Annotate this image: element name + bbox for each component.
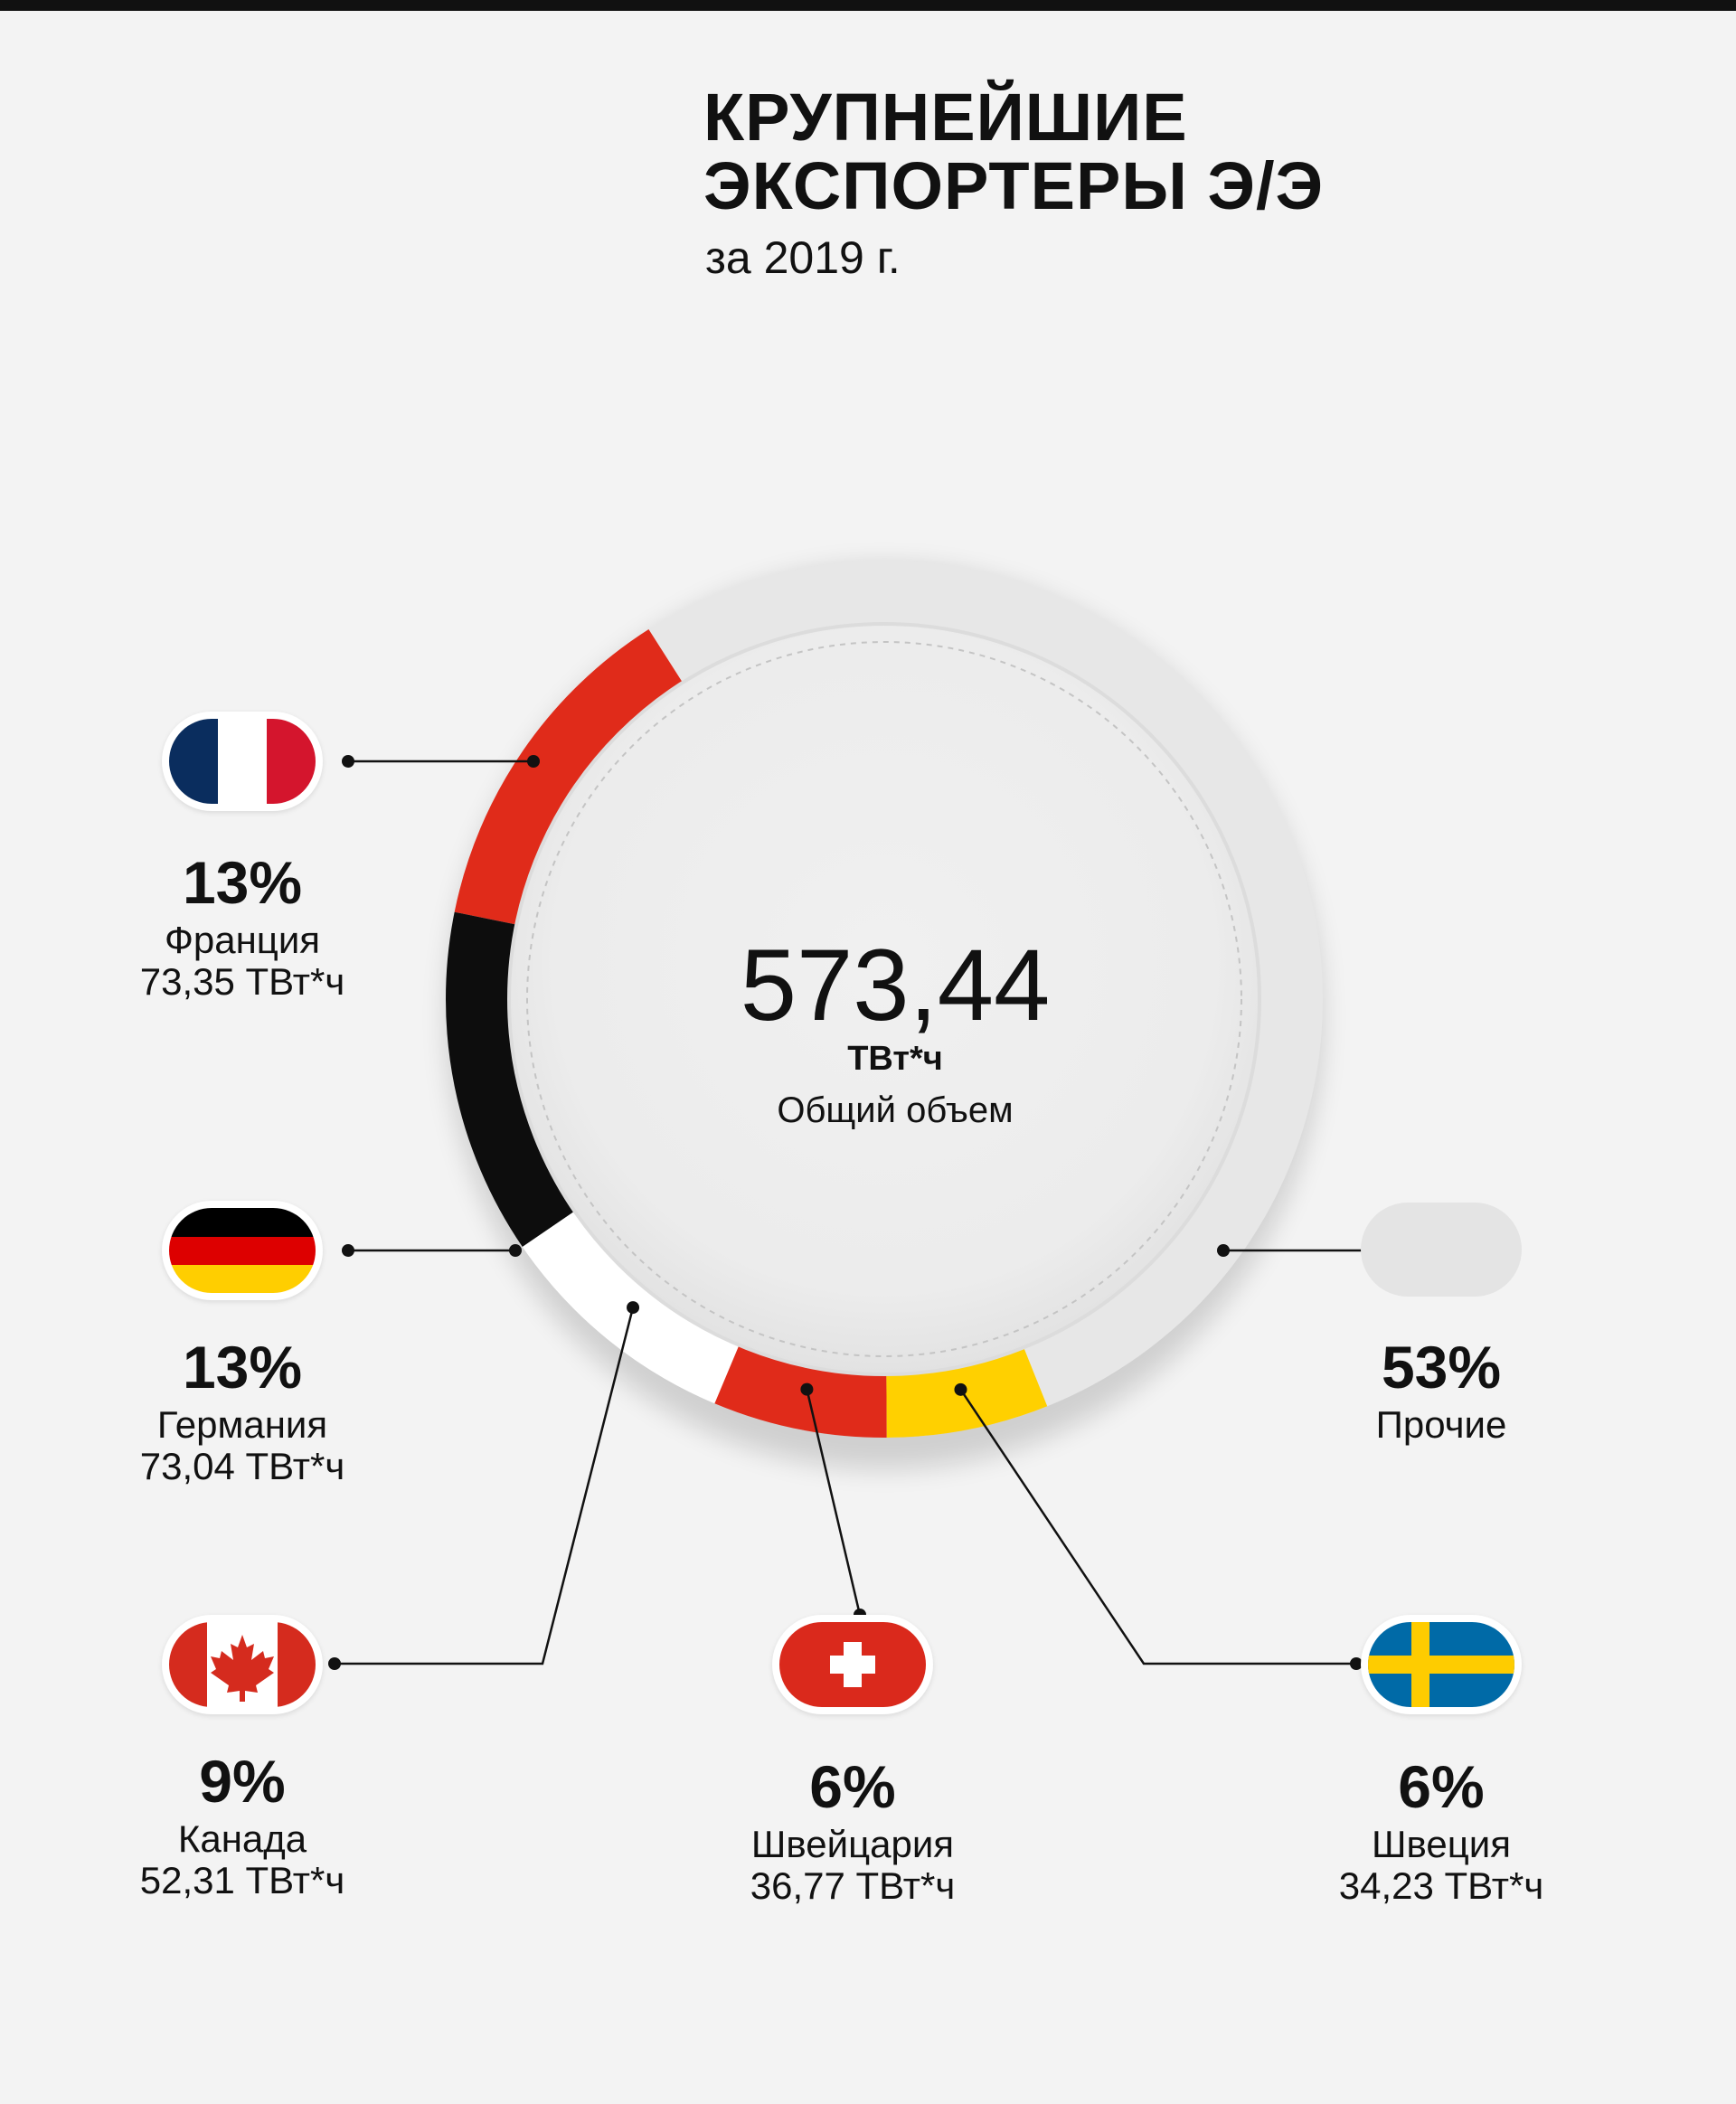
subtitle: за 2019 г.: [705, 232, 901, 283]
france-name: Франция: [164, 918, 321, 961]
segment-france: [454, 628, 691, 928]
leader-others-start-dot: [1217, 1244, 1230, 1257]
leader-france-start-dot: [527, 755, 540, 768]
leader-france-end-dot: [342, 755, 354, 768]
germany-name: Германия: [156, 1402, 328, 1446]
inner-disc: [507, 622, 1261, 1376]
others-percent: 53%: [1381, 1334, 1502, 1401]
title-line-1: КРУПНЕЙШИЕ: [703, 80, 1188, 155]
france-value: 73,35 ТВт*ч: [139, 959, 345, 1003]
germany-value: 73,04 ТВт*ч: [139, 1444, 345, 1487]
leader-canada: [335, 1307, 635, 1665]
sweden-flag-icon: [1361, 1615, 1522, 1714]
leader-switzerland: [806, 1389, 862, 1616]
label-germany: 13% Германия 73,04 ТВт*ч: [80, 1335, 405, 1487]
inner-dashed-ring: [526, 641, 1242, 1357]
switzerland-percent: 6%: [809, 1753, 896, 1820]
total-label: Общий объем: [777, 1090, 1014, 1130]
sweden-value: 34,23 ТВт*ч: [1338, 1863, 1544, 1907]
leader-sweden-end-dot: [1350, 1657, 1363, 1670]
switzerland-flag-icon: [772, 1615, 933, 1714]
leader-switzerland-start-dot: [800, 1382, 814, 1396]
france-flag-icon: [162, 712, 323, 811]
leader-sweden: [959, 1389, 1356, 1665]
leader-canada-start-dot: [627, 1301, 640, 1315]
top-bar: [0, 0, 1736, 11]
canada-flag-icon: [162, 1615, 323, 1714]
leader-germany-start-dot: [509, 1244, 522, 1257]
leader-sweden-start-dot: [954, 1382, 967, 1396]
leader-canada-end-dot: [328, 1657, 341, 1670]
title-line-2: ЭКСПОРТЕРЫ Э/Э: [703, 148, 1325, 223]
label-canada: 9% Канада 52,31 ТВт*ч: [80, 1749, 405, 1901]
label-france: 13% Франция 73,35 ТВт*ч: [80, 850, 405, 1003]
germany-flag-icon: [162, 1201, 323, 1300]
canada-name: Канада: [177, 1816, 307, 1860]
page-title: КРУПНЕЙШИЕ ЭКСПОРТЕРЫ Э/Э: [703, 83, 1324, 221]
others-placeholder-icon: [1361, 1203, 1522, 1297]
sweden-percent: 6%: [1398, 1753, 1485, 1820]
sweden-name: Швеция: [1372, 1822, 1511, 1865]
total-value: 573,44: [740, 929, 1051, 1042]
label-switzerland: 6% Швейцария 36,77 ТВт*ч: [690, 1754, 1015, 1907]
france-percent: 13%: [182, 849, 303, 916]
switzerland-name: Швейцария: [750, 1822, 955, 1865]
canada-value: 52,31 ТВт*ч: [139, 1858, 345, 1901]
switzerland-value: 36,77 ТВт*ч: [750, 1863, 956, 1907]
canada-percent: 9%: [199, 1748, 286, 1815]
label-sweden: 6% Швеция 34,23 ТВт*ч: [1278, 1754, 1604, 1907]
germany-percent: 13%: [182, 1334, 303, 1401]
label-others: 53% Прочие: [1278, 1335, 1604, 1446]
leader-germany-end-dot: [342, 1244, 354, 1257]
others-name: Прочие: [1375, 1402, 1507, 1446]
total-unit: ТВт*ч: [847, 1040, 943, 1078]
